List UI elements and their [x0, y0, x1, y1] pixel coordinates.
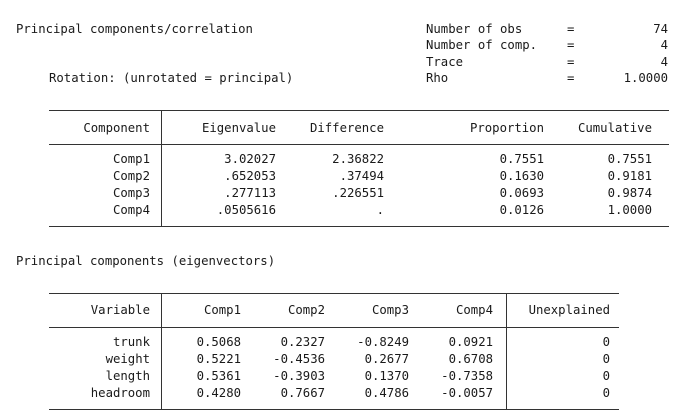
stat-value: 74 — [653, 22, 668, 36]
unexplained-cell: 0 — [602, 352, 610, 366]
loading-cell: 0.5361 — [196, 369, 241, 383]
stat-label: Rho — [426, 71, 449, 85]
column-header: Eigenvalue — [201, 121, 276, 135]
loading-cell: 0.2677 — [364, 352, 409, 366]
table-rule — [49, 409, 619, 410]
proportion-cell: 0.0126 — [499, 203, 544, 217]
table-row: Comp2 .652053 .37494 0.1630 0.9181 — [0, 169, 686, 186]
variable-name: trunk — [112, 335, 150, 349]
difference-cell: .37494 — [339, 169, 384, 183]
stat-equals: = — [567, 38, 575, 52]
variable-name: headroom — [90, 386, 150, 400]
table-divider — [506, 293, 507, 410]
stat-equals: = — [567, 22, 575, 36]
loading-cell: 0.6708 — [448, 352, 493, 366]
loading-cell: 0.0921 — [448, 335, 493, 349]
table-divider — [161, 110, 162, 227]
component-name: Comp3 — [112, 186, 150, 200]
table-row: Comp4 .0505616 . 0.0126 1.0000 — [0, 203, 686, 220]
column-header: Cumulative — [577, 121, 652, 135]
unexplained-cell: 0 — [602, 369, 610, 383]
table-rule — [49, 327, 619, 328]
column-header: Unexplained — [528, 303, 610, 317]
table-divider — [161, 293, 162, 410]
eigenvalue-cell: .0505616 — [216, 203, 276, 217]
proportion-cell: 0.1630 — [499, 169, 544, 183]
stat-label: Number of comp. — [426, 38, 538, 52]
column-header: Proportion — [469, 121, 544, 135]
table-row: headroom 0.4280 0.7667 0.4786 -0.0057 0 — [0, 386, 686, 403]
unexplained-cell: 0 — [602, 386, 610, 400]
eigenvalue-cell: .277113 — [224, 186, 276, 200]
eigenvectors-title: Principal components (eigenvectors) — [16, 254, 276, 268]
stat-equals: = — [567, 71, 575, 85]
difference-cell: . — [376, 203, 384, 217]
table-row: trunk 0.5068 0.2327 -0.8249 0.0921 0 — [0, 335, 686, 352]
loading-cell: 0.7667 — [280, 386, 325, 400]
table-rule — [49, 144, 669, 145]
stat-value: 4 — [660, 55, 668, 69]
loading-cell: -0.7358 — [441, 369, 493, 383]
table-row: Comp3 .277113 .226551 0.0693 0.9874 — [0, 186, 686, 203]
column-header: Comp3 — [371, 303, 409, 317]
difference-cell: 2.36822 — [332, 152, 384, 166]
table-rule — [49, 293, 619, 294]
cumulative-cell: 0.9874 — [607, 186, 652, 200]
cumulative-cell: 1.0000 — [607, 203, 652, 217]
cumulative-cell: 0.7551 — [607, 152, 652, 166]
variable-name: weight — [105, 352, 150, 366]
proportion-cell: 0.7551 — [499, 152, 544, 166]
table-row: length 0.5361 -0.3903 0.1370 -0.7358 0 — [0, 369, 686, 386]
table-rule — [49, 110, 669, 111]
variable-name: length — [105, 369, 150, 383]
loading-cell: 0.2327 — [280, 335, 325, 349]
unexplained-cell: 0 — [602, 335, 610, 349]
loading-cell: 0.5068 — [196, 335, 241, 349]
loading-cell: 0.4786 — [364, 386, 409, 400]
output-title: Principal components/correlation — [16, 22, 253, 36]
loading-cell: -0.8249 — [357, 335, 409, 349]
table-row: Comp1 3.02027 2.36822 0.7551 0.7551 — [0, 152, 686, 169]
rotation-note: Rotation: (unrotated = principal) — [49, 71, 294, 85]
loading-cell: 0.5221 — [196, 352, 241, 366]
stat-equals: = — [567, 55, 575, 69]
column-header: Comp4 — [455, 303, 493, 317]
column-header: Variable — [90, 303, 150, 317]
loading-cell: -0.4536 — [273, 352, 325, 366]
component-name: Comp2 — [112, 169, 150, 183]
loading-cell: -0.0057 — [441, 386, 493, 400]
component-name: Comp1 — [112, 152, 150, 166]
column-header: Difference — [309, 121, 384, 135]
loading-cell: -0.3903 — [273, 369, 325, 383]
eigenvalue-cell: 3.02027 — [224, 152, 276, 166]
stat-label: Number of obs — [426, 22, 523, 36]
difference-cell: .226551 — [332, 186, 384, 200]
column-header: Comp1 — [203, 303, 241, 317]
stat-label: Trace — [426, 55, 464, 69]
column-header: Component — [83, 121, 150, 135]
eigenvalue-cell: .652053 — [224, 169, 276, 183]
proportion-cell: 0.0693 — [499, 186, 544, 200]
column-header: Comp2 — [287, 303, 325, 317]
table-rule — [49, 226, 669, 227]
component-name: Comp4 — [112, 203, 150, 217]
table-row: weight 0.5221 -0.4536 0.2677 0.6708 0 — [0, 352, 686, 369]
loading-cell: 0.1370 — [364, 369, 409, 383]
loading-cell: 0.4280 — [196, 386, 241, 400]
stat-value: 4 — [660, 38, 668, 52]
cumulative-cell: 0.9181 — [607, 169, 652, 183]
stat-value: 1.0000 — [623, 71, 668, 85]
